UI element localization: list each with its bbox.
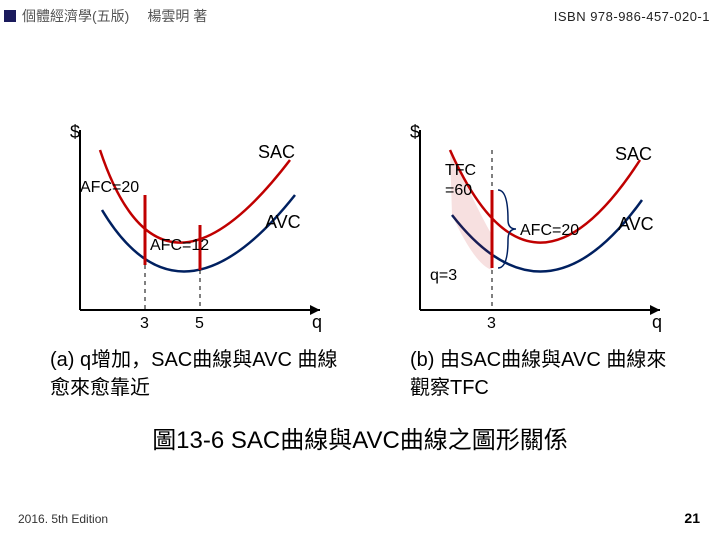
caption-a: (a) q增加，SAC曲線與AVC 曲線愈來愈靠近 xyxy=(40,346,340,402)
y-label-b: $ xyxy=(410,122,420,142)
isbn: ISBN 978-986-457-020-1 xyxy=(554,9,710,24)
tfc-label-2: =60 xyxy=(445,182,472,199)
avc-label: AVC xyxy=(265,212,301,232)
chart-b-svg: $ q SAC AVC TFC =60 AFC=20 q=3 3 xyxy=(380,120,680,340)
afc20-label-b: AFC=20 xyxy=(520,222,579,239)
afc20-label: AFC=20 xyxy=(80,179,139,196)
y-label: $ xyxy=(70,122,80,142)
xtick-3: 3 xyxy=(140,315,149,332)
chart-b: $ q SAC AVC TFC =60 AFC=20 q=3 3 (b) 由SA… xyxy=(380,120,680,402)
sac-label: SAC xyxy=(258,142,295,162)
chart-a: $ q SAC AVC AFC=20 AFC=12 3 5 (a) q增加，SA… xyxy=(40,120,340,402)
chart-a-svg: $ q SAC AVC AFC=20 AFC=12 3 5 xyxy=(40,120,340,340)
xtick-3-b: 3 xyxy=(487,315,496,332)
avc-label-b: AVC xyxy=(618,214,654,234)
book-title: 個體經濟學(五版) xyxy=(22,6,129,26)
footer-edition: 2016. 5th Edition xyxy=(18,512,108,526)
x-label: q xyxy=(312,312,322,332)
figure-title: 圖13-6 SAC曲線與AVC曲線之圖形關係 xyxy=(0,420,720,455)
brace xyxy=(498,190,516,268)
afc12-label: AFC=12 xyxy=(150,237,209,254)
xtick-5: 5 xyxy=(195,315,204,332)
x-label-b: q xyxy=(652,312,662,332)
caption-b: (b) 由SAC曲線與AVC 曲線來觀察TFC xyxy=(380,346,680,402)
footer-page: 21 xyxy=(684,510,700,526)
tfc-label-1: TFC xyxy=(445,162,476,179)
q3-label: q=3 xyxy=(430,267,457,284)
sac-curve xyxy=(100,150,290,243)
header-bullet xyxy=(4,10,16,22)
sac-label-b: SAC xyxy=(615,144,652,164)
author: 楊雲明 著 xyxy=(147,6,207,26)
